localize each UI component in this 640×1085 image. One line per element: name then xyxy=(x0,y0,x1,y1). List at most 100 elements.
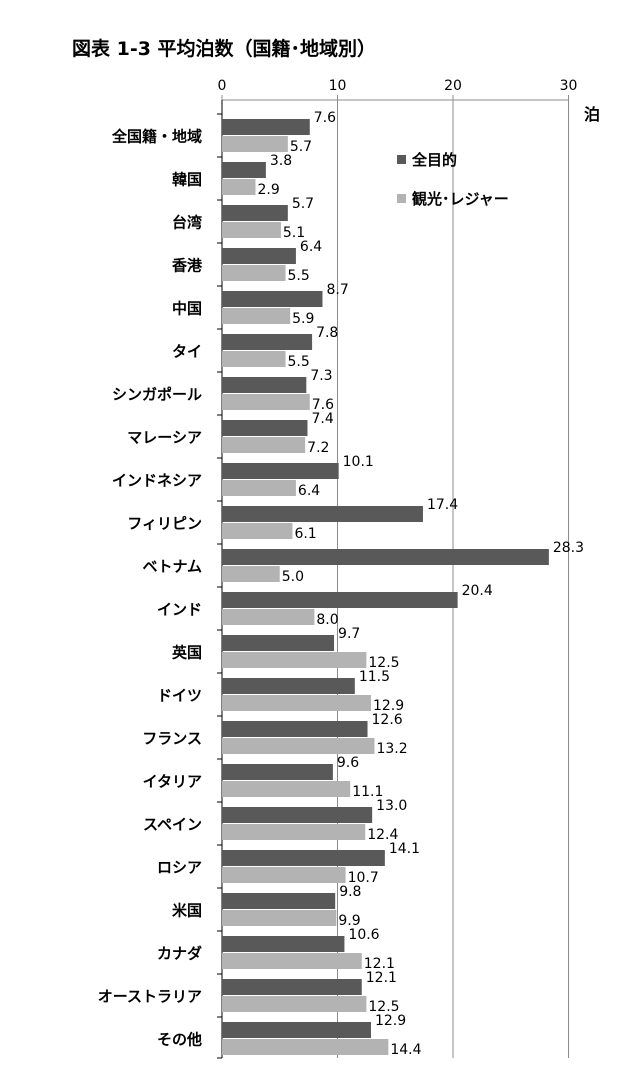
category-label: タイ xyxy=(172,343,202,361)
category-label: インドネシア xyxy=(112,472,202,490)
data-label-tourism-leisure: 11.1 xyxy=(352,784,383,800)
bar-all-purposes xyxy=(222,291,323,307)
bar-tourism-leisure xyxy=(222,394,310,410)
category-label: カナダ xyxy=(157,945,202,963)
bar-tourism-leisure xyxy=(222,738,375,754)
data-label-tourism-leisure: 2.9 xyxy=(257,182,279,198)
category-label: 英国 xyxy=(172,644,202,662)
data-label-all-purposes: 14.1 xyxy=(389,841,420,857)
data-label-tourism-leisure: 9.9 xyxy=(338,913,360,929)
bar-tourism-leisure xyxy=(222,566,280,582)
data-label-tourism-leisure: 14.4 xyxy=(390,1042,421,1058)
x-tick-label: 0 xyxy=(218,78,227,94)
data-label-tourism-leisure: 13.2 xyxy=(376,741,407,757)
bar-tourism-leisure xyxy=(222,867,346,883)
bar-tourism-leisure xyxy=(222,437,306,453)
bar-all-purposes xyxy=(222,162,266,178)
category-label: シンガポール xyxy=(112,386,202,404)
data-label-tourism-leisure: 5.1 xyxy=(283,225,305,241)
category-label: ロシア xyxy=(157,859,202,877)
bar-all-purposes xyxy=(222,592,458,608)
data-label-all-purposes: 7.6 xyxy=(314,110,336,126)
bar-all-purposes xyxy=(222,936,345,952)
bar-tourism-leisure xyxy=(222,609,315,625)
category-label: 全国籍・地域 xyxy=(111,128,202,146)
bar-tourism-leisure xyxy=(222,781,351,797)
data-label-all-purposes: 6.4 xyxy=(300,239,322,255)
bar-all-purposes xyxy=(222,764,333,780)
data-label-all-purposes: 12.9 xyxy=(375,1013,406,1029)
x-tick-label: 20 xyxy=(444,78,462,94)
x-tick-label: 30 xyxy=(560,78,578,94)
category-label: インド xyxy=(157,601,202,619)
bar-tourism-leisure xyxy=(222,695,371,711)
data-label-tourism-leisure: 6.1 xyxy=(294,526,316,542)
data-label-all-purposes: 17.4 xyxy=(427,497,458,513)
bar-all-purposes xyxy=(222,1022,371,1038)
category-label: フランス xyxy=(142,730,202,748)
bar-all-purposes xyxy=(222,635,335,651)
x-tick-label: 10 xyxy=(329,78,347,94)
data-label-tourism-leisure: 8.0 xyxy=(316,612,338,628)
category-label: 米国 xyxy=(172,902,202,920)
bar-all-purposes xyxy=(222,420,308,436)
bar-all-purposes xyxy=(222,463,339,479)
bar-all-purposes xyxy=(222,893,336,909)
data-label-all-purposes: 13.0 xyxy=(376,798,407,814)
data-label-all-purposes: 7.3 xyxy=(310,368,332,384)
legend-label: 全目的 xyxy=(411,151,457,169)
bar-all-purposes xyxy=(222,721,368,737)
data-label-all-purposes: 9.7 xyxy=(338,626,360,642)
data-label-all-purposes: 3.8 xyxy=(270,153,292,169)
bar-all-purposes xyxy=(222,850,385,866)
data-label-tourism-leisure: 5.5 xyxy=(288,354,310,370)
bar-all-purposes xyxy=(222,334,313,350)
category-label: フィリピン xyxy=(127,515,202,533)
bar-all-purposes xyxy=(222,549,549,565)
bar-tourism-leisure xyxy=(222,910,337,926)
data-label-tourism-leisure: 7.2 xyxy=(307,440,329,456)
bar-all-purposes xyxy=(222,506,423,522)
bar-tourism-leisure xyxy=(222,652,367,668)
chart-title: 図表 1-3 平均泊数（国籍･地域別） xyxy=(72,38,377,60)
bar-tourism-leisure xyxy=(222,824,366,840)
bar-all-purposes xyxy=(222,678,355,694)
bar-all-purposes xyxy=(222,205,288,221)
data-label-tourism-leisure: 5.7 xyxy=(290,139,312,155)
data-label-tourism-leisure: 10.7 xyxy=(348,870,379,886)
bar-all-purposes xyxy=(222,807,373,823)
category-label: ベトナム xyxy=(142,558,202,576)
data-label-all-purposes: 9.8 xyxy=(339,884,361,900)
data-label-tourism-leisure: 5.5 xyxy=(288,268,310,284)
data-label-tourism-leisure: 5.9 xyxy=(292,311,314,327)
category-label: マレーシア xyxy=(127,429,202,447)
data-label-all-purposes: 12.1 xyxy=(366,970,397,986)
data-label-all-purposes: 9.6 xyxy=(337,755,359,771)
data-label-all-purposes: 7.4 xyxy=(311,411,333,427)
bar-tourism-leisure xyxy=(222,996,367,1012)
data-label-all-purposes: 5.7 xyxy=(292,196,314,212)
bar-all-purposes xyxy=(222,979,362,995)
data-label-tourism-leisure: 12.1 xyxy=(364,956,395,972)
data-label-all-purposes: 28.3 xyxy=(553,540,584,556)
data-label-tourism-leisure: 12.9 xyxy=(373,698,404,714)
data-label-tourism-leisure: 7.6 xyxy=(312,397,334,413)
category-label: その他 xyxy=(157,1031,202,1049)
category-label: イタリア xyxy=(143,773,202,791)
bar-tourism-leisure xyxy=(222,179,256,195)
category-label: 韓国 xyxy=(172,171,202,189)
data-label-all-purposes: 10.1 xyxy=(343,454,374,470)
data-label-all-purposes: 12.6 xyxy=(372,712,403,728)
unit-label: 泊 xyxy=(584,105,600,124)
category-label: スペイン xyxy=(143,816,202,834)
category-label: 中国 xyxy=(172,300,202,318)
data-label-all-purposes: 8.7 xyxy=(326,282,348,298)
legend-swatch xyxy=(397,194,406,203)
bar-tourism-leisure xyxy=(222,222,281,238)
category-label: 香港 xyxy=(172,257,203,275)
data-label-tourism-leisure: 12.5 xyxy=(368,655,399,671)
bar-tourism-leisure xyxy=(222,523,293,539)
data-label-tourism-leisure: 6.4 xyxy=(298,483,320,499)
